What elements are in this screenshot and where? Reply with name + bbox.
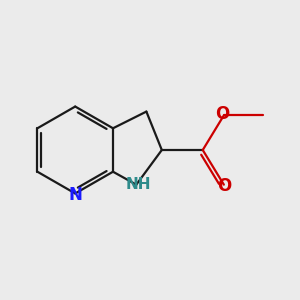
Text: NH: NH [125, 177, 151, 192]
Text: O: O [215, 105, 230, 123]
Text: O: O [217, 177, 231, 195]
Text: N: N [68, 186, 82, 204]
